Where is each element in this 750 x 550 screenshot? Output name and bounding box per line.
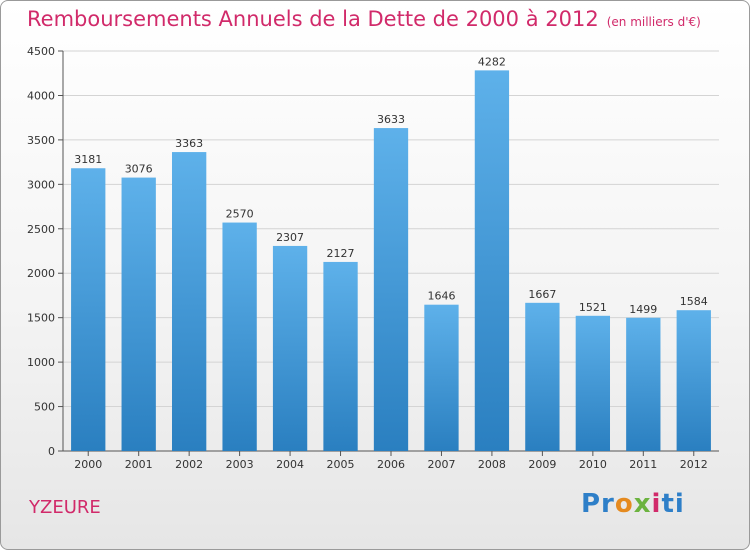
y-tick-label: 0 <box>48 445 55 458</box>
y-tick-label: 500 <box>34 401 55 414</box>
value-label-2010: 1521 <box>579 301 607 314</box>
value-label-2002: 3363 <box>175 137 203 150</box>
bar-2000 <box>71 168 106 451</box>
value-label-2004: 2307 <box>276 231 304 244</box>
bar-2010 <box>575 315 611 451</box>
x-tick-label-2001: 2001 <box>125 458 153 471</box>
labels: 0 500 1000 1500 2000 2500 3000 3500 4000 4500 3181… <box>27 45 708 471</box>
chart-title: Remboursements Annuels de la Dette de 20… <box>27 7 701 31</box>
y-tick-label: 2500 <box>27 223 55 236</box>
unit-note: (en milliers d'€) <box>606 15 701 29</box>
y-tick-label: 1500 <box>27 312 55 325</box>
bar-2002 <box>171 152 207 452</box>
x-tick-label-2012: 2012 <box>680 458 708 471</box>
bar-2012 <box>676 310 711 451</box>
y-tick-label: 1000 <box>27 356 55 369</box>
value-label-2009: 1667 <box>528 288 556 301</box>
bar-2006 <box>373 128 409 452</box>
value-label-2001: 3076 <box>125 163 153 176</box>
bars <box>71 70 711 452</box>
x-tick-label-2011: 2011 <box>629 458 657 471</box>
value-label-2007: 1646 <box>427 290 455 303</box>
value-label-2012: 1584 <box>680 295 708 308</box>
bar-2005 <box>323 261 358 451</box>
bar-2007 <box>424 304 459 451</box>
value-label-2003: 2570 <box>226 208 254 221</box>
x-tick-label-2003: 2003 <box>226 458 254 471</box>
x-tick-label-2004: 2004 <box>276 458 304 471</box>
bar-2009 <box>525 302 560 451</box>
bar-2011 <box>626 317 661 451</box>
y-tick-label: 4000 <box>27 89 55 102</box>
x-tick-label-2009: 2009 <box>528 458 556 471</box>
value-label-2011: 1499 <box>629 303 657 316</box>
y-tick-label: 2000 <box>27 267 55 280</box>
proxiti-logo[interactable]: Proxiti <box>581 489 685 519</box>
bar-2003 <box>222 222 257 451</box>
x-tick-label-2000: 2000 <box>74 458 102 471</box>
y-tick-label: 4500 <box>27 45 55 58</box>
x-tick-label-2007: 2007 <box>427 458 455 471</box>
bar-2004 <box>272 245 308 451</box>
value-label-2005: 2127 <box>327 247 355 260</box>
x-tick-label-2005: 2005 <box>327 458 355 471</box>
value-label-2006: 3633 <box>377 113 405 126</box>
value-label-2008: 4282 <box>478 55 506 68</box>
value-label-2000: 3181 <box>74 153 102 166</box>
y-tick-label: 3500 <box>27 134 55 147</box>
bar-2001 <box>121 177 156 452</box>
x-tick-label-2002: 2002 <box>175 458 203 471</box>
x-tick-label-2008: 2008 <box>478 458 506 471</box>
bar-2008 <box>474 70 510 451</box>
title-text: Remboursements Annuels de la Dette de 20… <box>27 7 599 31</box>
x-tick-label-2006: 2006 <box>377 458 405 471</box>
x-tick-label-2010: 2010 <box>579 458 607 471</box>
location-label: YZEURE <box>29 497 101 518</box>
y-tick-label: 3000 <box>27 178 55 191</box>
